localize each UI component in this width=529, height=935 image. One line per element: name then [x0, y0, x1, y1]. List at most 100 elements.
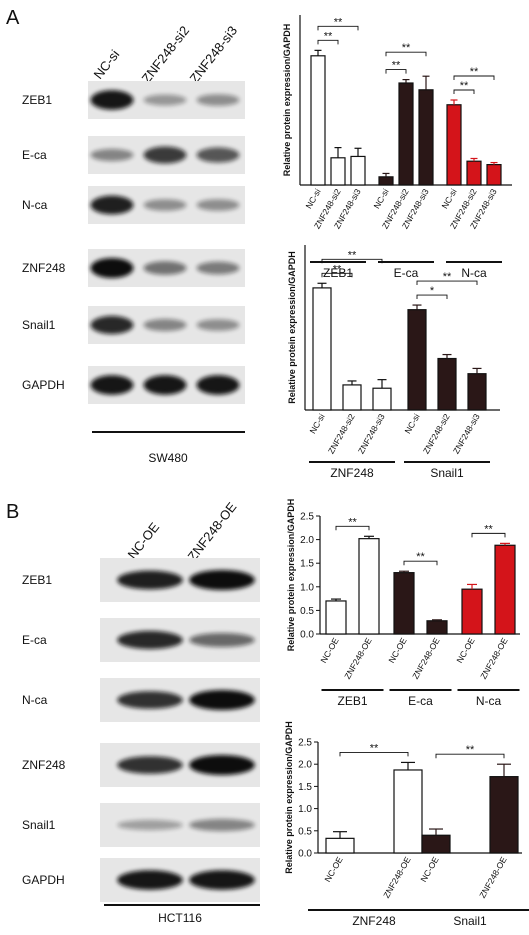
significance-bracket — [416, 294, 448, 300]
x-tick-label: ZNF248-si3 — [356, 412, 387, 456]
error-bar — [354, 147, 362, 157]
significance-bracket — [403, 560, 438, 566]
significance-bracket — [435, 753, 505, 759]
bracket-line — [471, 532, 506, 538]
significance-label: ** — [348, 516, 357, 528]
error-bar — [317, 282, 327, 288]
cell-line-label: HCT116 — [158, 911, 202, 925]
bar — [310, 55, 326, 186]
panel-label: A — [6, 7, 20, 29]
y-tick-label: 0.5 — [298, 826, 312, 837]
significance-label: ** — [402, 42, 411, 54]
blot-row-label: N-ca — [22, 693, 48, 707]
significance-label: ** — [333, 263, 342, 275]
significance-label: ** — [334, 16, 343, 28]
error-bar — [334, 147, 342, 158]
error-bar — [402, 78, 410, 83]
bracket-line — [403, 560, 438, 566]
blot-band — [90, 315, 134, 335]
significance-label: ** — [370, 742, 379, 754]
error-bar — [422, 75, 430, 90]
y-axis-label: Relative protein expression/GAPDH — [282, 24, 292, 177]
blot-row-label: E-ca — [22, 633, 47, 647]
bar — [437, 357, 457, 411]
significance-bracket — [416, 280, 478, 286]
significance-label: ** — [443, 271, 452, 283]
group-label: Snail1 — [430, 466, 464, 480]
x-tick-label: NC-OE — [454, 636, 477, 665]
x-tick-label: ZNF248-OE — [342, 636, 374, 681]
error-bar — [399, 570, 409, 573]
blot-row-label: ZNF248 — [22, 758, 66, 772]
blot-band — [196, 375, 240, 395]
blot-band — [196, 94, 240, 106]
blot-band — [189, 870, 255, 890]
error-bar — [467, 583, 477, 590]
blot-band — [143, 375, 187, 395]
significance-bracket — [321, 272, 353, 278]
y-tick-label: 2.0 — [300, 535, 314, 546]
error-bar — [442, 353, 452, 359]
blot-band — [90, 375, 134, 395]
bar — [467, 373, 487, 411]
bracket-line — [335, 525, 370, 531]
bar — [426, 620, 448, 635]
error-bar — [497, 763, 511, 777]
y-tick-label: 1.5 — [300, 559, 314, 570]
significance-bracket — [321, 258, 383, 264]
significance-label: ** — [416, 551, 425, 563]
y-tick-label: 1.5 — [298, 782, 312, 793]
error-bar — [331, 598, 341, 601]
blot-band — [117, 819, 183, 831]
blot-band — [117, 630, 183, 650]
bar — [378, 176, 394, 186]
x-tick-label: NC-OE — [318, 636, 341, 665]
group-label: ZEB1 — [337, 694, 367, 708]
bracket-line — [317, 25, 359, 31]
bar — [486, 164, 502, 186]
y-axis-label: Relative protein expression/GAPDH — [284, 721, 294, 874]
error-bar — [364, 535, 374, 539]
x-tick-label: NC-OE — [322, 855, 345, 884]
blot-band — [117, 570, 183, 590]
error-bar — [412, 304, 422, 310]
bar — [446, 104, 462, 186]
group-label: N-ca — [476, 694, 502, 708]
bar — [358, 538, 380, 635]
blot-band — [189, 755, 255, 775]
x-tick-label: NC-si — [307, 412, 326, 435]
bar — [393, 769, 423, 854]
y-tick-label: 0.0 — [298, 849, 312, 860]
error-bar — [490, 161, 498, 165]
error-bar — [382, 172, 390, 177]
blot-band — [143, 146, 187, 164]
blot-band — [143, 94, 187, 106]
x-tick-label: NC-si — [303, 187, 322, 210]
group-label: E-ca — [394, 266, 419, 280]
bar — [418, 89, 434, 186]
error-bar — [333, 831, 347, 839]
lane-label: NC-OE — [125, 519, 163, 562]
blot-row-label: GAPDH — [22, 873, 65, 887]
bracket-line — [317, 39, 339, 45]
bar — [494, 544, 516, 635]
bracket-line — [453, 89, 475, 94]
blot-band — [90, 195, 134, 215]
y-axis-label: Relative protein expression/GAPDH — [287, 251, 297, 404]
bar — [466, 160, 482, 186]
blot-band — [90, 90, 134, 110]
blot-row-label: GAPDH — [22, 378, 65, 392]
significance-bracket — [317, 25, 359, 31]
bracket-line — [453, 75, 495, 80]
cell-line-label: SW480 — [148, 451, 188, 465]
blot-row-label: N-ca — [22, 198, 48, 212]
blot-band — [117, 870, 183, 890]
error-bar — [314, 49, 322, 56]
blot-band — [117, 756, 183, 774]
x-tick-label: ZNF248-si3 — [451, 412, 482, 456]
significance-label: ** — [348, 249, 357, 261]
blot-band — [143, 199, 187, 211]
x-tick-label: ZNF248-si2 — [421, 412, 452, 456]
bracket-line — [416, 280, 478, 286]
y-tick-label: 0.5 — [300, 606, 314, 617]
